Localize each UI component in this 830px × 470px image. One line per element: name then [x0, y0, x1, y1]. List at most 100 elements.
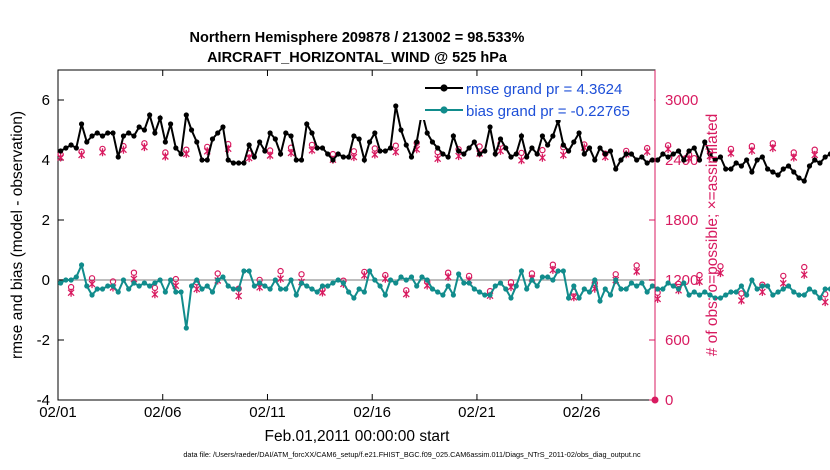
bias-series-point [257, 280, 263, 286]
bias-series-point [764, 283, 771, 289]
rmse-series-point [649, 157, 655, 163]
obs-assimilated-point [737, 296, 745, 305]
obs-possible-point [277, 267, 284, 275]
rmse-series-point [366, 139, 373, 145]
rmse-series-point [780, 166, 786, 172]
rmse-series-point [58, 148, 64, 154]
bias-series-point [497, 280, 504, 286]
rmse-series-point [194, 139, 200, 145]
rmse-series-point [723, 166, 729, 172]
bias-series-point [492, 283, 498, 289]
bias-series-point [283, 286, 289, 292]
bias-series-point [152, 280, 158, 286]
rmse-series-point [634, 157, 640, 163]
rmse-series-point [147, 112, 153, 118]
rmse-series-point [565, 148, 572, 154]
bias-series-point [571, 283, 577, 289]
rmse-series-point [372, 130, 378, 136]
obs-possible-point [738, 290, 745, 297]
bias-series-point [277, 286, 284, 292]
rmse-series-point [471, 139, 477, 145]
obs-assimilated-point [779, 279, 787, 288]
rmse-series-point [702, 139, 708, 145]
rmse-series-point [136, 124, 142, 130]
rmse-series-point [607, 148, 614, 154]
rmse-series-point [628, 151, 635, 157]
bias-series-point [702, 289, 708, 295]
bias-series-point [68, 277, 74, 283]
rmse-series-point [686, 148, 692, 154]
rmse-series-point [152, 130, 158, 136]
bias-series-point [330, 280, 336, 286]
bias-series-point [550, 277, 556, 283]
obs-assimilated-point [99, 148, 106, 157]
rmse-series-point [408, 154, 415, 160]
bias-series-point [623, 286, 629, 292]
bias-series-point [272, 277, 278, 283]
bias-series-point [162, 289, 168, 295]
obs-assimilated-point [633, 267, 641, 276]
bias-series-point [817, 295, 823, 301]
bias-series-point [246, 268, 252, 274]
rmse-series-point [618, 157, 624, 163]
bias-series-point [780, 286, 786, 292]
obs-assimilated-point [748, 146, 756, 155]
obs-assimilated-point [245, 154, 253, 163]
rmse-series-point [791, 169, 797, 175]
bias-series-point [660, 286, 666, 292]
obs-assimilated-point [392, 147, 400, 156]
rmse-series-point [696, 157, 703, 163]
right-y-tick-label: 1800 [665, 212, 698, 229]
bias-series-point [565, 295, 572, 301]
bias-series-point [749, 277, 755, 283]
rmse-series-point [131, 133, 137, 139]
chart-title-line2: AIRCRAFT_HORIZONTAL_WIND @ 525 hPa [207, 50, 508, 66]
rmse-series-point [476, 151, 483, 157]
bias-series-point [738, 283, 745, 289]
bias-series-point [576, 295, 582, 301]
bias-series-point [675, 286, 682, 292]
rmse-series-point [524, 154, 530, 160]
obs-possible-point [518, 149, 525, 157]
bias-series-point [157, 277, 163, 283]
left-y-tick-label: 6 [42, 92, 50, 109]
bias-series-point [361, 289, 367, 295]
bias-series-point [728, 289, 734, 295]
x-axis-label: Feb.01,2011 00:00:00 start [265, 428, 451, 445]
rmse-series-point [681, 157, 687, 163]
rmse-series-point [660, 151, 666, 157]
rmse-series-point [586, 145, 593, 151]
obs-assimilated-point [518, 156, 525, 165]
rmse-series-point [335, 151, 341, 157]
bias-series-point [63, 277, 69, 283]
x-tick-label: 02/26 [563, 404, 601, 421]
bias-series-point [529, 277, 535, 283]
rmse-series-point [440, 151, 446, 157]
rmse-series-point [482, 148, 488, 154]
rmse-series-point [110, 130, 116, 136]
bias-series-point [335, 277, 341, 283]
rmse-series-point [162, 139, 168, 145]
obs-assimilated-point [643, 147, 651, 156]
rmse-series-point [204, 157, 210, 163]
rmse-series-point [403, 142, 409, 148]
obs-possible-point [717, 263, 724, 270]
bias-series-point [508, 295, 514, 301]
rmse-series-point [225, 157, 231, 163]
bias-series-point [147, 283, 153, 289]
legend-rmse-marker [440, 84, 448, 92]
rmse-series-point [84, 139, 90, 145]
bias-series-point [126, 286, 132, 292]
x-tick-label: 02/01 [39, 404, 77, 421]
bias-series-point [524, 286, 530, 292]
obs-assimilated-point [497, 146, 504, 155]
obs-assimilated-point [821, 298, 829, 307]
bias-series-point [681, 280, 687, 286]
obs-assimilated-point [287, 148, 295, 157]
data-file-footnote: data file: /Users/raeder/DAI/ATM_forcXX/… [183, 450, 641, 459]
rmse-series-point [749, 169, 755, 175]
rmse-series-point [325, 151, 331, 157]
rmse-series-point [592, 157, 598, 163]
rmse-series-point [298, 157, 305, 163]
